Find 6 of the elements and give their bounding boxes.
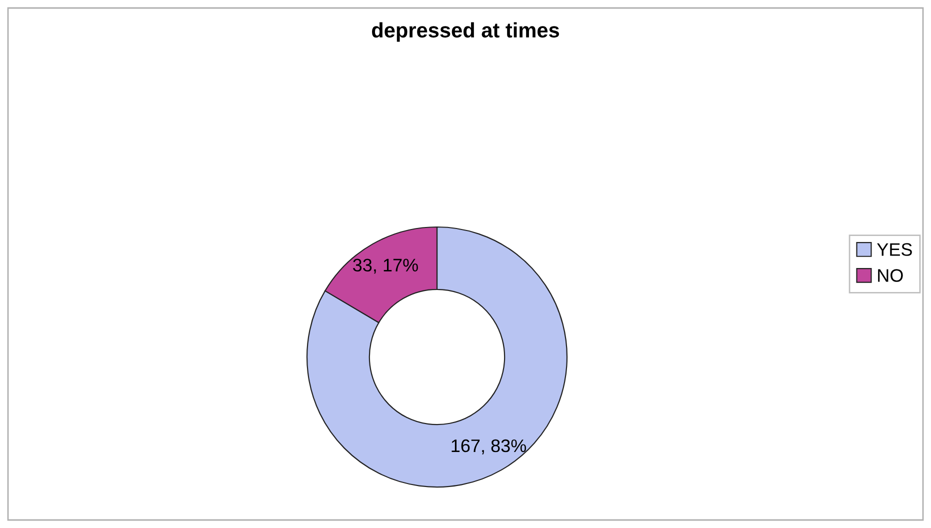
data-label: 33, 17% bbox=[353, 258, 418, 274]
data-label: 167, 83% bbox=[452, 439, 526, 454]
donut-slice bbox=[306, 226, 568, 488]
legend-label: NO bbox=[878, 269, 903, 282]
legend-label: YES bbox=[877, 243, 912, 256]
chart-title: depressed at times bbox=[372, 22, 560, 42]
